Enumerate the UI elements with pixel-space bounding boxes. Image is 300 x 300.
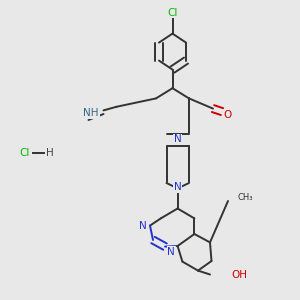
Text: N: N — [174, 134, 182, 145]
Text: NH: NH — [83, 108, 99, 118]
Text: H: H — [46, 148, 53, 158]
Text: OH: OH — [231, 270, 247, 280]
Text: Cl: Cl — [167, 8, 178, 18]
Text: N: N — [174, 182, 182, 193]
Text: N: N — [167, 247, 175, 257]
Text: CH₃: CH₃ — [237, 194, 253, 202]
Text: O: O — [224, 110, 232, 120]
Text: Cl: Cl — [20, 148, 30, 158]
Text: N: N — [139, 220, 146, 231]
